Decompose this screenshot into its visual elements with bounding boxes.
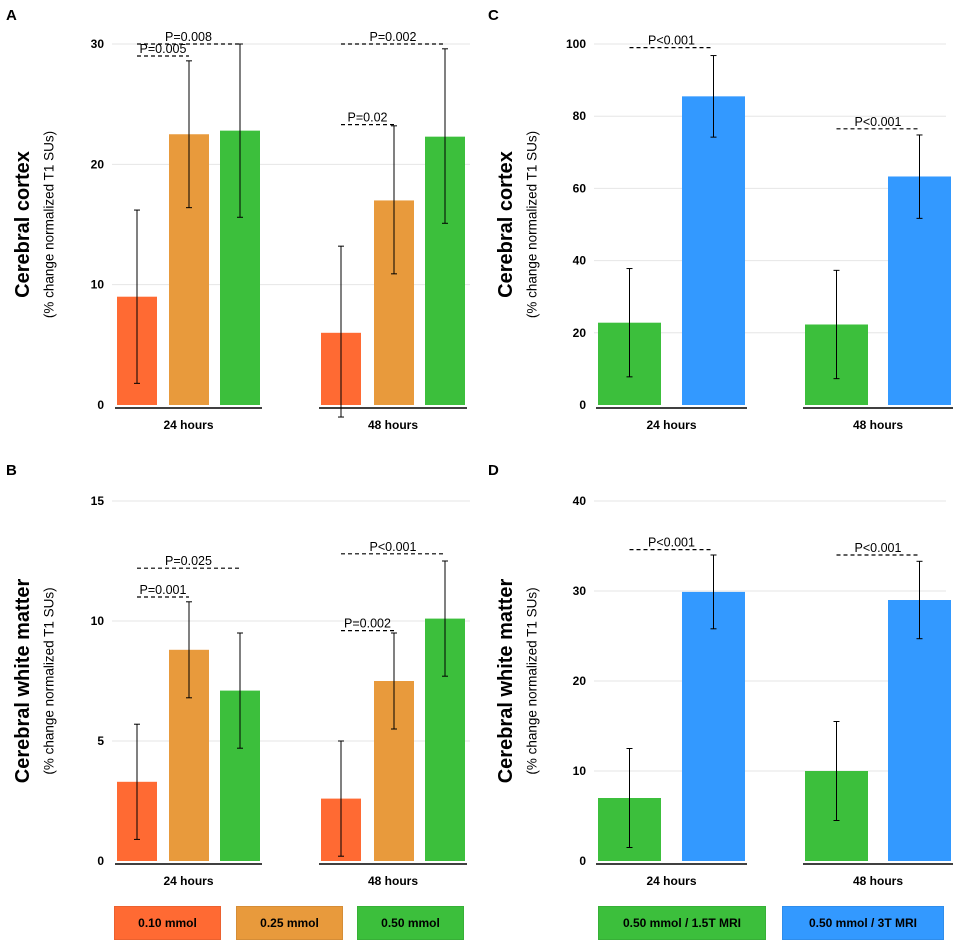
p-value-label: P=0.025 [165,554,212,568]
legend-label: 0.50 mmol / 3T MRI [808,916,918,930]
panel-b: B 0 5 10 15 Cerebral white matter (% change no… [6,462,470,888]
y-tick-label: 0 [97,854,104,868]
legend-label: 0.10 mmol [138,916,197,930]
y-tick-label: 10 [573,764,587,778]
y-axis-title: Cerebral cortex [12,151,34,298]
x-category-label: 48 hours [368,874,418,888]
y-axis-title: Cerebral white matter [495,579,517,784]
y-tick-label: 20 [91,157,105,171]
x-category-label: 48 hours [368,418,418,432]
y-tick-label: 100 [566,37,586,51]
y-tick-label: 10 [91,614,105,628]
p-value-label: P<0.001 [648,34,695,48]
y-tick-label: 60 [573,181,587,195]
panel-letter: A [6,7,17,24]
bar-0-50-mmol-3t-mri-24-hours [682,591,745,861]
p-value-label: P=0.002 [370,30,417,44]
x-category-label: 24 hours [646,418,696,432]
y-tick-label: 0 [579,854,586,868]
legend-label: 0.50 mmol [381,916,440,930]
y-axis-subtitle: (% change normalized T1 SUs) [525,131,540,318]
y-tick-label: 40 [573,494,587,508]
legend-label: 0.25 mmol [260,916,319,930]
p-value-label: P<0.001 [648,536,695,550]
panel-d: D 0 10 20 30 40 Cerebral white matter (% change… [488,462,953,888]
bar-0-50-mmol-3t-mri-24-hours [682,96,745,405]
y-tick-label: 20 [573,326,587,340]
y-tick-label: 30 [91,37,105,51]
y-tick-label: 0 [579,398,586,412]
y-axis-subtitle: (% change normalized T1 SUs) [42,131,57,318]
p-value-label: P<0.001 [855,115,902,129]
y-tick-label: 40 [573,254,587,268]
y-tick-label: 0 [97,398,104,412]
y-tick-label: 5 [97,734,104,748]
panel-letter: B [6,462,17,479]
p-value-label: P=0.002 [344,617,391,631]
legend-item-025-mmol: 0.25 mmol [236,906,343,940]
y-tick-label: 15 [91,494,105,508]
x-category-label: 48 hours [853,874,903,888]
legend-item-3t-mri: 0.50 mmol / 3T MRI [782,906,944,940]
y-tick-label: 30 [573,584,587,598]
y-axis-subtitle: (% change normalized T1 SUs) [525,587,540,774]
p-value-label: P=0.02 [348,111,388,125]
panel-letter: C [488,7,499,24]
bar-0-50-mmol-3t-mri-48-hours [888,600,951,861]
x-category-label: 24 hours [163,874,213,888]
legend-item-010-mmol: 0.10 mmol [114,906,221,940]
panel-a: A 0 10 20 30 Cerebral cortex (% change normali… [6,7,470,432]
legend-item-050-mmol: 0.50 mmol [357,906,464,940]
y-axis-title: Cerebral white matter [12,579,34,784]
panel-c: C 0 20 40 60 80 100 Cerebral cortex (% change no… [488,7,953,432]
legend-label: 0.50 mmol / 1.5T MRI [622,916,742,930]
y-tick-label: 20 [573,674,587,688]
y-axis-subtitle: (% change normalized T1 SUs) [42,587,57,774]
y-tick-label: 80 [573,109,587,123]
p-value-label: P=0.001 [140,583,187,597]
x-category-label: 24 hours [163,418,213,432]
p-value-label: P=0.005 [140,42,187,56]
x-category-label: 24 hours [646,874,696,888]
x-category-label: 48 hours [853,418,903,432]
p-value-label: P=0.008 [165,30,212,44]
y-axis-title: Cerebral cortex [495,151,517,298]
panel-letter: D [488,462,499,479]
y-tick-label: 10 [91,278,105,292]
legend-item-15t-mri: 0.50 mmol / 1.5T MRI [598,906,766,940]
p-value-label: P<0.001 [370,540,417,554]
p-value-label: P<0.001 [855,541,902,555]
